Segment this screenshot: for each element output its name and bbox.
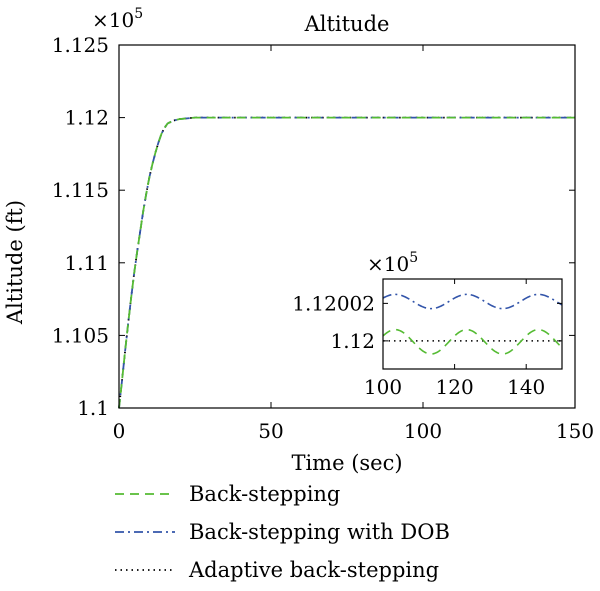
inset-y-multiplier-exponent: 5: [409, 250, 418, 266]
y-tick-label: 1.115: [52, 178, 109, 202]
x-tick-label: 150: [556, 419, 594, 443]
y-tick-label: 1.11: [64, 251, 109, 275]
inset-x-tick-label: 140: [507, 375, 545, 399]
inset-y-tick-label: 1.12002: [292, 291, 375, 315]
inset-x-tick-label: 100: [364, 375, 402, 399]
y-axis-label: Altitude (ft): [3, 200, 27, 325]
y-tick-label: 1.125: [52, 33, 109, 57]
y-multiplier-exponent: 5: [134, 6, 143, 22]
y-multiplier-base: ×10: [92, 8, 134, 32]
y-tick-label: 1.105: [52, 323, 109, 347]
inset-x-tick-label: 120: [436, 375, 474, 399]
inset-plot-series: [382, 293, 563, 355]
legend-label: Adaptive back-stepping: [188, 558, 439, 582]
series-line-back-stepping-with-dob: [118, 116, 575, 409]
inset-axis-ticks: 100 120 140 1.12 1.12002: [292, 279, 562, 399]
inset-y-multiplier: ×105: [367, 250, 418, 276]
legend-label: Back-stepping with DOB: [189, 520, 450, 544]
y-tick-label: 1.1: [77, 396, 109, 420]
inset-y-multiplier-base: ×10: [367, 252, 409, 276]
inset-y-tick-label: 1.12: [330, 329, 375, 353]
inset-background: [383, 279, 562, 369]
main-plot-frame: [118, 44, 576, 409]
x-tick-label: 100: [404, 419, 442, 443]
legend-label: Back-stepping: [189, 482, 340, 506]
x-tick-label: 50: [258, 419, 283, 443]
inset-frame: [382, 278, 563, 370]
x-tick-label: 0: [113, 419, 126, 443]
y-tick-label: 1.12: [64, 106, 109, 130]
inset-series-line-back-stepping-with-dob: [382, 293, 563, 310]
inset-series-line-back-stepping: [382, 328, 563, 355]
legend: Back-stepping Back-stepping with DOB Adapt…: [115, 482, 450, 582]
main-plot-series: [118, 116, 575, 409]
x-axis-label: Time (sec): [291, 451, 402, 475]
y-multiplier: ×105: [92, 6, 143, 32]
inset-plot: 100 120 140 1.12 1.12002 ×105: [292, 250, 563, 399]
chart-title: Altitude: [304, 12, 390, 36]
